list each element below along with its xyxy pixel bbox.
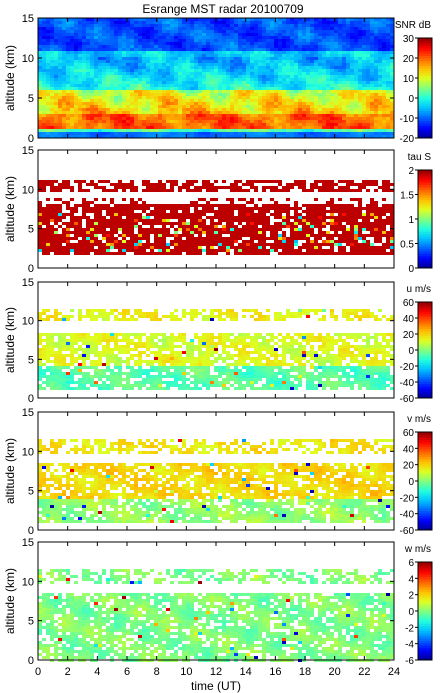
y-tick-label: 0: [28, 133, 34, 145]
x-tick-label: 8: [154, 666, 160, 678]
colorbar-tick-label: -60: [400, 526, 415, 537]
colorbar-label: SNR dB: [395, 20, 431, 31]
colorbar-tick-label: -40: [400, 510, 415, 521]
x-tick-label: 18: [299, 666, 311, 678]
y-tick-label: 5: [28, 224, 34, 236]
y-tick-label: 15: [22, 145, 34, 157]
colorbar-tick-label: 0: [408, 477, 414, 488]
panel-tau: 0 5 10 15 altitude (km) 0 0.5 1 1.5 2 tau S: [3, 145, 433, 275]
colorbar-tick-label: 2: [408, 591, 414, 602]
colorbar-tick-label: 2: [408, 166, 414, 177]
x-tick-label: 14: [240, 666, 252, 678]
colorbar-tick-label: 60: [403, 428, 415, 439]
x-axis-label: time (UT): [191, 679, 241, 693]
panel-v: 0 5 10 15 altitude (km) -60 -40 -20 0 20 40 60 v m/s: [3, 407, 433, 537]
colorbar-tick-label: 40: [403, 444, 415, 455]
y-tick-label: 10: [22, 576, 34, 588]
colorbar-tick-label: 30: [403, 34, 415, 45]
y-axis-label: altitude (km): [3, 45, 17, 111]
y-axis-label: altitude (km): [3, 176, 17, 242]
colorbar-tick-label: 1: [408, 215, 414, 226]
y-tick-label: 0: [28, 525, 34, 537]
colorbar-tau: 0 0.5 1 1.5 2 tau S: [400, 152, 433, 275]
heatmap-SNR: [38, 18, 394, 138]
y-axis-label: altitude (km): [3, 307, 17, 373]
colorbar-tick-label: 0: [408, 607, 414, 618]
x-tick-label: 12: [210, 666, 222, 678]
y-tick-label: 10: [22, 53, 34, 65]
colorbar-tick-label: 0: [408, 346, 414, 357]
chart-title: Esrange MST radar 20100709: [142, 2, 304, 16]
colorbar-tick-label: -10: [400, 114, 415, 125]
y-tick-label: 5: [28, 486, 34, 498]
y-tick-label: 15: [22, 537, 34, 549]
x-tick-label: 10: [180, 666, 192, 678]
panel-SNR: 0 5 10 15 altitude (km) -20 -10 0 10 20 30 SNR dB: [3, 13, 433, 145]
y-axis-label: altitude (km): [3, 438, 17, 504]
colorbar-tick-label: 20: [403, 461, 415, 472]
colorbar-tick-label: -40: [400, 378, 415, 389]
x-tick-label: 24: [388, 666, 400, 678]
colorbar-tick-label: -60: [400, 394, 415, 405]
y-tick-label: 5: [28, 354, 34, 366]
colorbar-label: w m/s: [404, 544, 431, 555]
colorbar-tick-label: -20: [400, 493, 415, 504]
colorbar-label: u m/s: [407, 284, 431, 295]
colorbar-tick-label: -20: [400, 134, 415, 145]
colorbar-w: -6 -4 -2 0 2 4 6 w m/s: [404, 544, 433, 667]
x-tick-label: 16: [269, 666, 281, 678]
y-tick-label: 10: [22, 184, 34, 196]
colorbar-tick-label: 60: [403, 298, 415, 309]
colorbar-tick-label: 0: [408, 264, 414, 275]
y-tick-label: 5: [28, 616, 34, 628]
y-tick-label: 15: [22, 13, 34, 25]
y-tick-label: 10: [22, 316, 34, 328]
colorbar-tick-label: 0: [408, 94, 414, 105]
colorbar-tick-label: -2: [405, 623, 414, 634]
y-axis-label: altitude (km): [3, 568, 17, 634]
y-tick-label: 0: [28, 393, 34, 405]
panel-u: 0 5 10 15 altitude (km) -60 -40 -20 0 20 40 60 u m/s: [3, 277, 433, 405]
colorbar-SNR: -20 -10 0 10 20 30 SNR dB: [395, 20, 433, 145]
heatmap-v: [38, 439, 394, 523]
colorbar-tick-label: -20: [400, 362, 415, 373]
y-tick-label: 5: [28, 93, 34, 105]
colorbar-tick-label: 40: [403, 314, 415, 325]
x-tick-label: 0: [35, 666, 41, 678]
y-tick-label: 15: [22, 277, 34, 289]
heatmap-u: [38, 309, 394, 390]
panel-w: 0 5 10 15 altitude (km) -6 -4 -2 0 2 4 6 w m/s: [3, 537, 433, 667]
x-tick-label: 2: [65, 666, 71, 678]
y-tick-label: 10: [22, 446, 34, 458]
y-tick-label: 0: [28, 263, 34, 275]
colorbar-tick-label: 20: [403, 54, 415, 65]
colorbar-tick-label: 1.5: [400, 191, 414, 202]
colorbar-tick-label: -6: [405, 656, 414, 667]
colorbar-tick-label: 20: [403, 330, 415, 341]
colorbar-tick-label: 6: [408, 558, 414, 569]
x-tick-label: 4: [94, 666, 100, 678]
colorbar-tick-label: 4: [408, 574, 414, 585]
heatmap-w: [38, 569, 394, 662]
colorbar-label: v m/s: [407, 414, 431, 425]
colorbar-tick-label: -4: [405, 640, 414, 651]
colorbar-tick-label: 0.5: [400, 240, 414, 251]
heatmap-tau: [38, 180, 394, 255]
colorbar-tick-label: 10: [403, 74, 415, 85]
x-tick-label: 6: [124, 666, 130, 678]
y-tick-label: 0: [28, 655, 34, 667]
colorbar-v: -60 -40 -20 0 20 40 60 v m/s: [400, 414, 433, 537]
colorbar-label: tau S: [408, 152, 432, 163]
colorbar-u: -60 -40 -20 0 20 40 60 u m/s: [400, 284, 433, 405]
x-tick-label: 20: [329, 666, 341, 678]
y-tick-label: 15: [22, 407, 34, 419]
x-tick-label: 22: [358, 666, 370, 678]
